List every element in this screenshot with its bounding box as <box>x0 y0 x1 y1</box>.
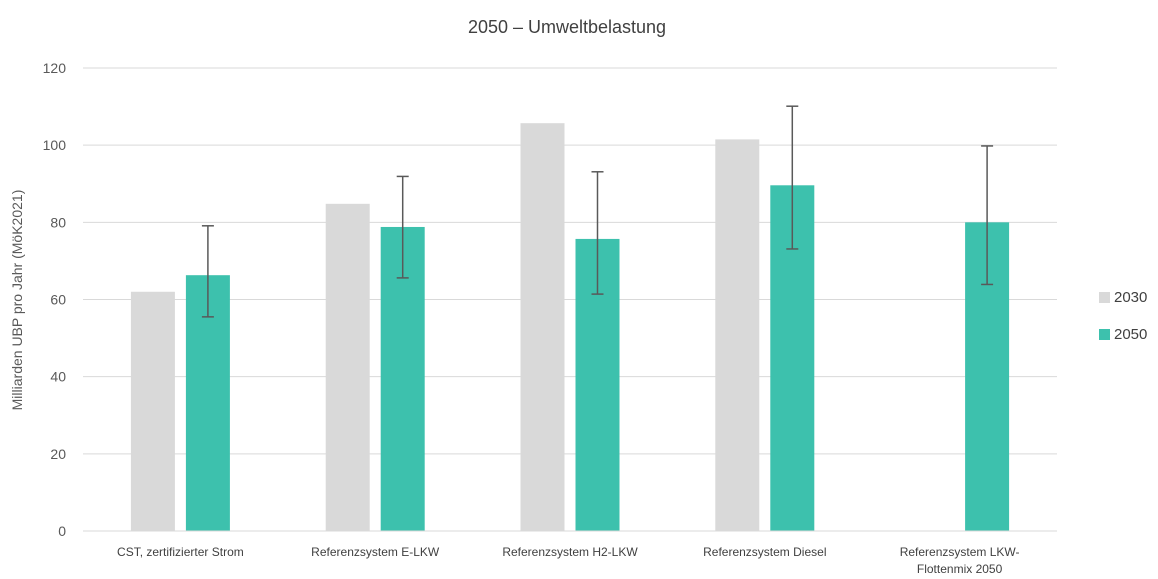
bar-2030 <box>325 203 370 531</box>
y-tick-label: 80 <box>50 214 66 230</box>
x-tick-label: Referenzsystem LKW- <box>900 545 1020 559</box>
y-tick-label: 100 <box>43 137 67 153</box>
gridlines <box>83 67 1057 455</box>
y-tick-label: 120 <box>43 60 67 76</box>
x-tick-label: Referenzsystem E-LKW <box>311 545 440 559</box>
chart-title: 2050 – Umweltbelastung <box>468 17 666 37</box>
legend-swatch-2050 <box>1099 329 1110 340</box>
bar-2030 <box>520 123 565 531</box>
y-tick-label: 60 <box>50 292 66 308</box>
bar-2030 <box>130 291 175 531</box>
y-axis-title: Milliarden UBP pro Jahr (MöK2021) <box>9 190 25 411</box>
legend-label-2050: 2050 <box>1114 326 1147 343</box>
y-axis-ticks: 0 20 40 60 80 100 120 <box>43 60 67 539</box>
legend-label-2030: 2030 <box>1114 289 1147 306</box>
y-tick-label: 20 <box>50 446 66 462</box>
y-tick-label: 40 <box>50 369 66 385</box>
x-tick-label: Referenzsystem Diesel <box>703 545 826 559</box>
bars <box>130 123 1010 532</box>
y-tick-label: 0 <box>58 523 66 539</box>
error-bars <box>201 105 994 318</box>
bar-2030 <box>715 139 760 532</box>
bar-2050 <box>185 275 230 531</box>
x-tick-label: Referenzsystem H2-LKW <box>502 545 638 559</box>
x-tick-label: Flottenmix 2050 <box>917 562 1003 576</box>
legend-swatch-2030 <box>1099 292 1110 303</box>
x-tick-label: CST, zertifizierter Strom <box>117 545 244 559</box>
x-axis-labels: CST, zertifizierter Strom Referenzsystem … <box>117 545 1019 576</box>
legend: 2030 2050 <box>1099 289 1147 343</box>
